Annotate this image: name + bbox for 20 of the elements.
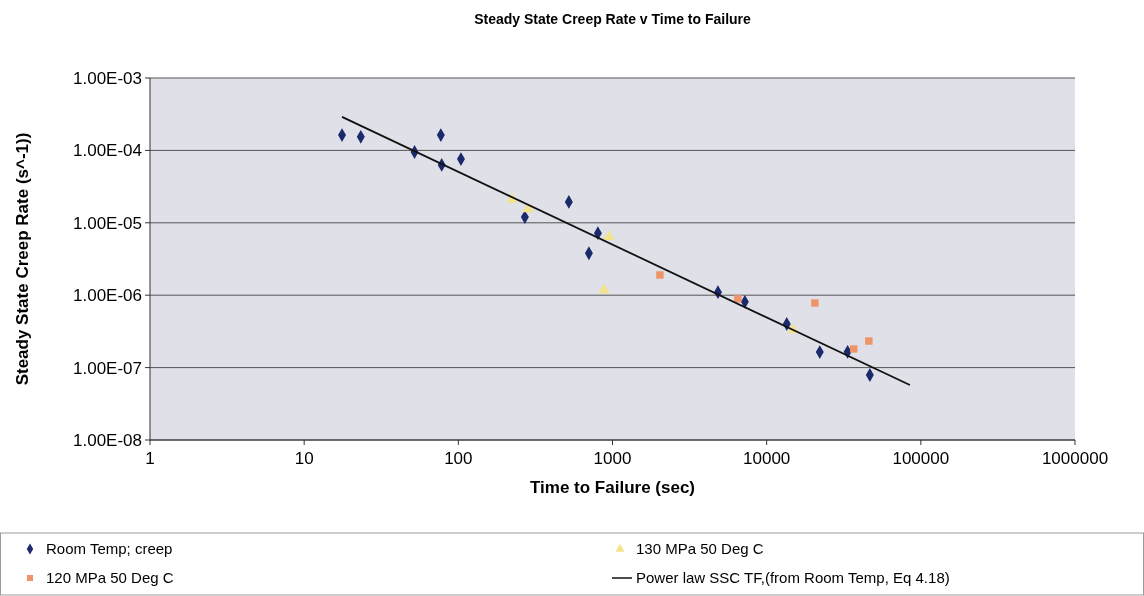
y-tick-label: 1.00E-03: [73, 69, 142, 88]
legend-label: 120 MPa 50 Deg C: [46, 569, 174, 586]
y-axis-title: Steady State Creep Rate (s^-1)): [13, 132, 32, 386]
x-tick-label: 1: [145, 449, 155, 468]
y-tick-label: 1.00E-06: [73, 286, 142, 306]
y-tick-label: 1.00E-05: [73, 213, 142, 233]
legend-label: Power law SSC TF,(from Room Temp, Eq 4.18): [636, 569, 950, 586]
x-tick-label: 10: [294, 449, 314, 468]
x-tick-label: 1000000: [1041, 449, 1109, 468]
legend-label: 130 MPa 50 Deg C: [636, 540, 764, 557]
x-tick-label: 10000: [743, 449, 791, 468]
y-tick-label: 1.00E-07: [73, 358, 142, 378]
legend-label: Room Temp; creep: [46, 540, 173, 557]
x-axis-title: Time to Failure (sec): [529, 478, 696, 497]
x-tick-label: 100000: [892, 449, 950, 468]
y-tick-label: 1.00E-04: [73, 141, 142, 161]
x-tick-label: 1000: [593, 449, 632, 468]
x-tick-label: 100: [444, 449, 473, 468]
y-tick-label: 1.00E-08: [73, 431, 142, 450]
chart-title: Steady State Creep Rate v Time to Failure: [474, 11, 752, 27]
